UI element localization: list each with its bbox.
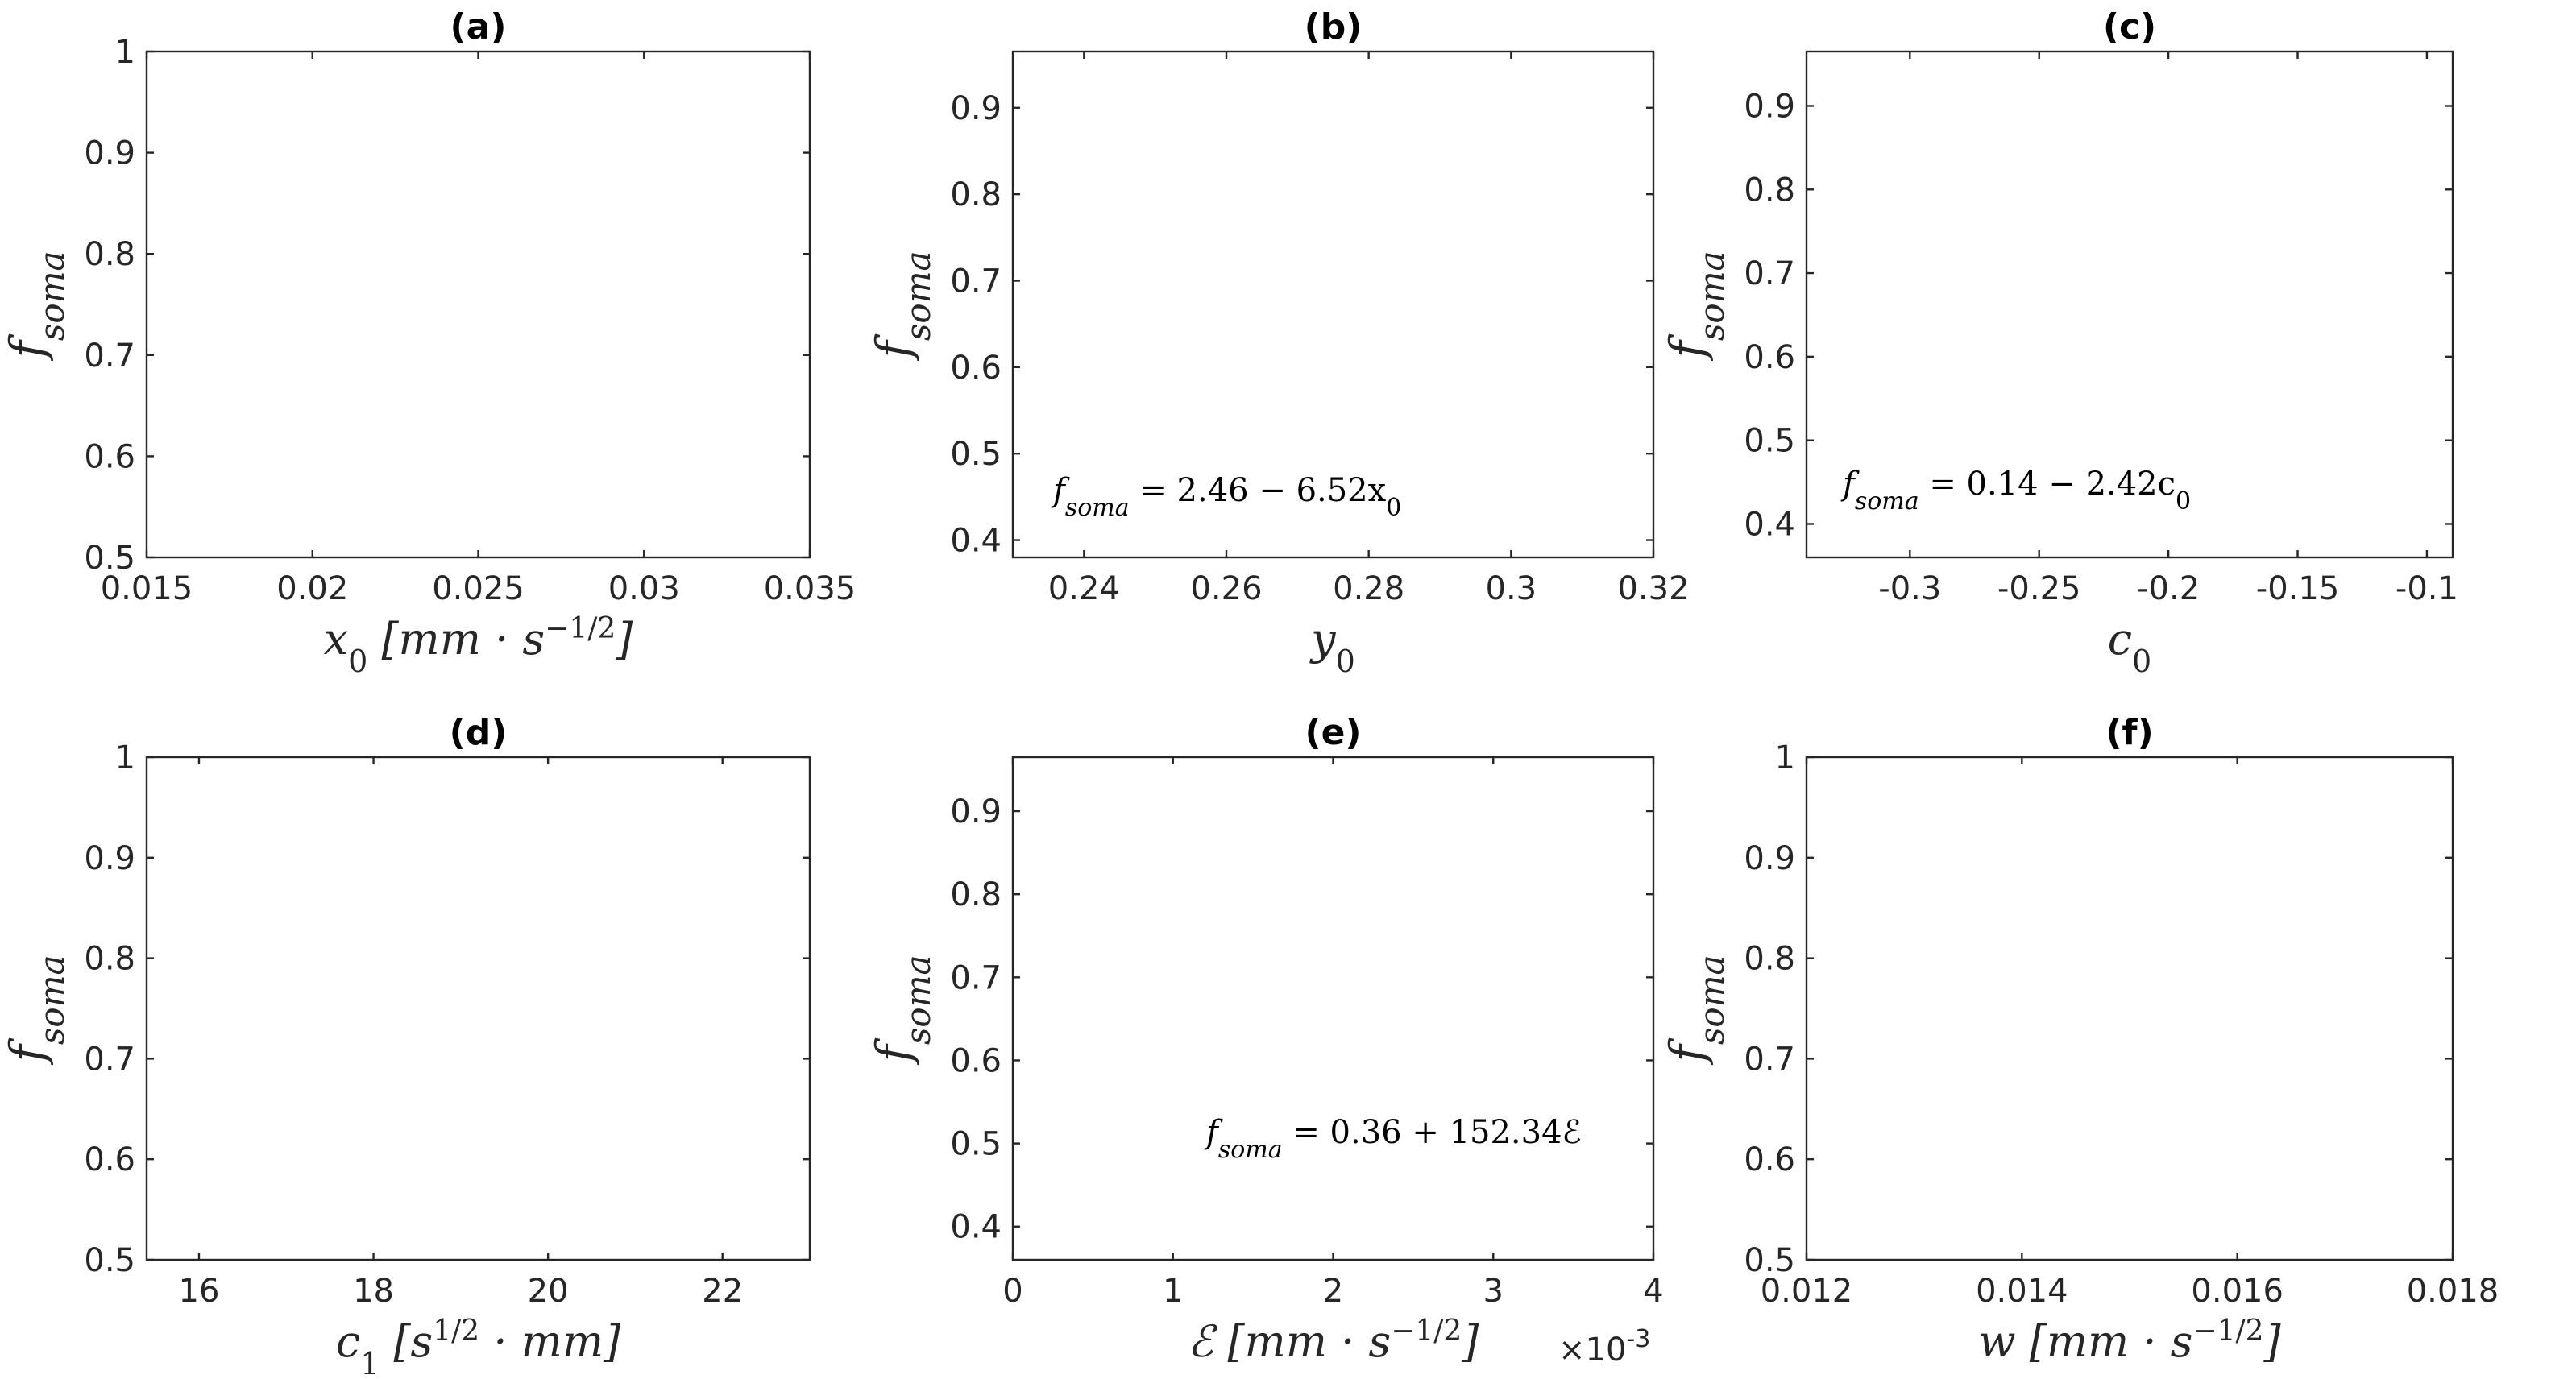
y-tick-label: 0.9 (1744, 88, 1795, 125)
y-tick-label: 0.7 (1744, 255, 1795, 292)
x-axis-label: ℰ [mm · s−1/2] (1188, 1315, 1480, 1368)
y-tick-label: 0.9 (84, 135, 135, 172)
fit-equation: fsoma = 0.14 − 2.42c0 (1840, 466, 2191, 516)
y-tick-label: 0.6 (84, 438, 135, 475)
axes-frame (1805, 50, 2454, 559)
x-tick-label: 3 (1483, 1273, 1504, 1310)
y-tick-label: 0.9 (950, 793, 1002, 830)
y-tick-label: 0.5 (950, 1126, 1002, 1163)
x-tick-label: 0.28 (1333, 570, 1404, 607)
x-tick-label: 0.025 (432, 570, 525, 607)
y-tick-label: 0.6 (1744, 1141, 1795, 1178)
y-tick-label: 0.7 (1744, 1041, 1795, 1078)
x-tick-label: 0.015 (101, 570, 193, 607)
panel-title: (f) (2105, 712, 2153, 753)
y-tick-label: 0.4 (950, 523, 1002, 560)
x-axis-label: x0 [mm · s−1/2] (324, 612, 634, 680)
y-tick-label: 0.7 (950, 263, 1002, 300)
panel-d: 16 18 20 22 0.5 0.6 0.7 0.8 0.9 1 (d) c1 [s1/2 · mm… (0, 712, 811, 1379)
panel-title: (a) (450, 6, 507, 48)
x-tick-label: 16 (179, 1273, 220, 1310)
axes-frame (1011, 756, 1655, 1261)
y-axis-label: fsoma (866, 955, 938, 1065)
y-tick-label: 1 (1775, 739, 1795, 776)
y-axis-label: fsoma (0, 955, 72, 1065)
y-tick-label: 0.6 (950, 350, 1002, 387)
x-axis-label: c0 (2108, 614, 2151, 679)
axes-frame (145, 756, 811, 1261)
x-tick-label: 0.016 (2191, 1273, 2284, 1310)
fit-equation: fsoma = 0.36 + 152.34ℰ (1204, 1114, 1582, 1164)
y-tick-label: 0.8 (84, 236, 135, 273)
x-tick-label: 0.02 (276, 570, 348, 607)
x-axis-label: w [mm · s−1/2] (1978, 1315, 2281, 1368)
y-tick-label: 0.9 (950, 90, 1002, 127)
y-tick-label: 0.6 (950, 1042, 1002, 1079)
x-tick-label: -0.3 (1878, 570, 1941, 607)
panel-title: (b) (1305, 6, 1363, 48)
x-tick-label: 2 (1323, 1273, 1343, 1310)
y-tick-label: 0.5 (84, 1242, 135, 1279)
x-tick-label: 0.03 (608, 570, 680, 607)
y-tick-label: 0.5 (84, 540, 135, 577)
panel-a: 0.015 0.02 0.025 0.03 0.035 0.5 0.6 0.7 0.8 0.9 1 (… (0, 6, 856, 679)
x-tick-label: 0.018 (2407, 1273, 2499, 1310)
panel-b: 0.24 0.26 0.28 0.3 0.32 0.4 0.5 0.6 0.7 0.8 0.9 (b)… (866, 6, 1690, 679)
x-tick-label: -0.2 (2137, 570, 2200, 607)
panel-title: (c) (2103, 6, 2156, 48)
panel-title: (d) (450, 712, 508, 753)
x-axis-label: c1 [s1/2 · mm] (336, 1315, 621, 1379)
x-tick-label: -0.25 (1997, 570, 2081, 607)
y-tick-label: 0.9 (1744, 840, 1795, 877)
x-tick-label: -0.1 (2396, 570, 2458, 607)
x-tick-label: 4 (1643, 1273, 1663, 1310)
y-tick-label: 0.6 (1744, 339, 1795, 376)
y-tick-label: 0.8 (1744, 941, 1795, 978)
y-axis-label: fsoma (1660, 251, 1732, 361)
x-tick-label: 20 (528, 1273, 569, 1310)
x-tick-label: 1 (1163, 1273, 1183, 1310)
y-tick-label: 0.8 (950, 876, 1002, 913)
panel-c: -0.3 -0.25 -0.2 -0.15 -0.1 0.4 0.5 0.6 0.7 0.8 0.9… (1660, 6, 2458, 679)
y-tick-label: 0.9 (84, 840, 135, 877)
x-multiplier: ×10-3 (1558, 1325, 1650, 1369)
y-tick-label: 0.8 (1744, 172, 1795, 209)
panel-e: 0 1 2 3 4 0.4 0.5 0.6 0.7 0.8 0.9 (e) ℰ [mm · s−1/2]… (866, 712, 1664, 1369)
axes-frame (1011, 50, 1655, 559)
y-tick-label: 0.7 (950, 959, 1002, 996)
y-tick-label: 0.7 (84, 338, 135, 375)
y-tick-label: 1 (115, 739, 135, 776)
panel-f: 0.012 0.014 0.016 0.018 0.5 0.6 0.7 0.8 0.9 1 (f) w… (1660, 712, 2499, 1367)
x-tick-label: 0.26 (1190, 570, 1262, 607)
y-tick-label: 0.6 (84, 1141, 135, 1178)
y-tick-label: 0.4 (950, 1209, 1002, 1246)
x-tick-label: 0.24 (1048, 570, 1120, 607)
x-tick-label: 0.3 (1486, 570, 1537, 607)
axes-frame (1805, 756, 2454, 1261)
y-tick-label: 0.7 (84, 1041, 135, 1078)
y-tick-label: 0.5 (950, 436, 1002, 473)
x-tick-label: 18 (353, 1273, 394, 1310)
y-tick-label: 0.5 (1744, 1242, 1795, 1279)
x-tick-label: 0.035 (764, 570, 857, 607)
y-axis-label: fsoma (866, 251, 938, 361)
y-tick-label: 0.4 (1744, 506, 1795, 543)
x-tick-label: 0.32 (1617, 570, 1689, 607)
axes-frame (145, 50, 811, 559)
x-tick-label: 22 (702, 1273, 743, 1310)
x-tick-label: -0.15 (2256, 570, 2340, 607)
y-tick-label: 1 (115, 34, 135, 71)
x-axis-label: y0 (1309, 614, 1355, 679)
x-tick-label: 0.012 (1761, 1273, 1853, 1310)
panel-title: (e) (1305, 712, 1361, 753)
x-tick-label: 0.014 (1976, 1273, 2068, 1310)
y-axis-label: fsoma (1660, 955, 1732, 1065)
y-tick-label: 0.5 (1744, 423, 1795, 460)
y-tick-label: 0.8 (84, 941, 135, 978)
y-tick-label: 0.8 (950, 176, 1002, 213)
x-tick-label: 0 (1002, 1273, 1023, 1310)
y-axis-label: fsoma (0, 251, 72, 361)
